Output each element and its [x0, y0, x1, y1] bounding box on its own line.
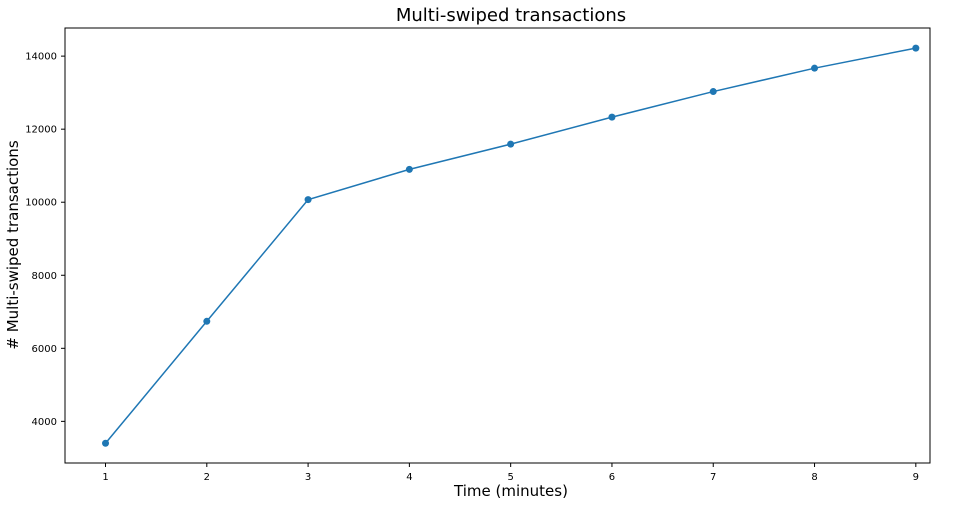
series-line — [104, 47, 916, 444]
x-tick-label: 6 — [609, 472, 615, 483]
x-axis-label: Time (minutes) — [453, 482, 568, 500]
y-tick-label: 6000 — [32, 344, 57, 355]
y-tick-label: 8000 — [32, 271, 57, 282]
data-point — [811, 64, 819, 72]
y-axis-label: # Multi-swiped transactions — [4, 140, 22, 349]
x-tick-label: 3 — [305, 472, 311, 483]
x-tick-label: 4 — [406, 472, 412, 483]
x-tick-label: 1 — [102, 472, 108, 483]
y-tick-label: 14000 — [25, 52, 57, 63]
x-tick-label: 7 — [710, 472, 716, 483]
x-tick-label: 2 — [204, 472, 210, 483]
data-point — [405, 165, 413, 173]
y-tick-label: 12000 — [25, 125, 57, 136]
x-tick-label: 9 — [913, 472, 919, 483]
chart-title: Multi-swiped transactions — [396, 5, 626, 26]
y-tick-label: 4000 — [32, 417, 57, 428]
data-point — [507, 140, 515, 148]
x-tick-label: 5 — [507, 472, 513, 483]
data-point — [102, 439, 110, 447]
data-point — [912, 44, 920, 52]
x-tick-label: 8 — [811, 472, 817, 483]
plot-area: 1 2 3 4 5 6 7 8 9 4000 6000 8000 10000 12000 14000 — [25, 27, 931, 483]
y-tick-label: 10000 — [25, 198, 57, 209]
data-point — [304, 196, 312, 204]
data-point — [608, 113, 616, 121]
data-point — [203, 317, 211, 325]
data-point — [709, 88, 717, 96]
plot-frame — [64, 27, 931, 464]
